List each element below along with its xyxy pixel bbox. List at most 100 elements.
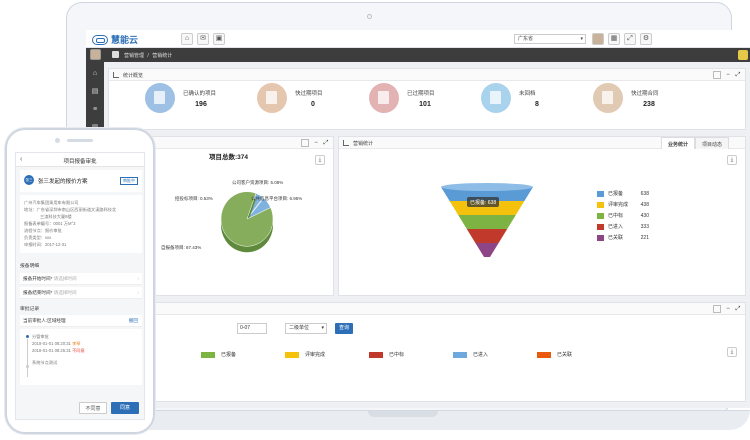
list-icon[interactable]: ≡ xyxy=(92,106,98,113)
project-card[interactable]: 张三 张三发起的报价方案 审批中 xyxy=(20,170,142,192)
legend-swatch xyxy=(537,351,551,358)
end-time-field[interactable]: 报备结束时间* 请选择时间 › xyxy=(20,287,142,299)
breadcrumb: 营销管理 / 营销统计 xyxy=(124,52,172,59)
nav-bar: 营销管理 / 营销统计 xyxy=(86,48,750,62)
user-avatar[interactable] xyxy=(592,33,604,45)
legend-swatch xyxy=(597,234,604,241)
stat-value: 196 xyxy=(195,101,207,108)
funnel-legend-item[interactable]: 已中标 430 xyxy=(597,212,649,219)
funnel-segment[interactable] xyxy=(458,215,516,229)
notification-icon[interactable]: ✉ xyxy=(197,33,209,45)
region-select[interactable]: 广东省 xyxy=(514,34,586,44)
trend-legend-item[interactable]: 已报备 xyxy=(201,351,236,358)
log-entry-1a: 2018-01-01 08:20:31 李琴 xyxy=(32,341,81,346)
stat-card[interactable]: 快过期项目 0 xyxy=(257,83,357,121)
document-icon[interactable]: ▤ xyxy=(91,88,99,95)
theme-icon[interactable] xyxy=(738,50,748,60)
funnel-segment[interactable] xyxy=(441,187,533,201)
pie-label-0: 公司客户资源项目: 5.08% xyxy=(232,179,283,186)
minimize-icon[interactable]: − xyxy=(726,306,730,312)
expand-icon[interactable]: ⤢ xyxy=(735,72,741,78)
minimize-icon[interactable]: − xyxy=(314,140,318,146)
legend-name: 已报备 xyxy=(608,191,624,197)
chevron-right-icon: › xyxy=(137,276,139,281)
stat-card[interactable]: 未回档 8 xyxy=(481,83,581,121)
collapse-checkbox[interactable] xyxy=(713,71,721,79)
start-time-field[interactable]: 报备开始时间* 请选择时间 › xyxy=(20,273,142,285)
start-time-placeholder: 请选择时间 xyxy=(53,276,77,281)
legend-value: 221 xyxy=(640,234,649,241)
minimize-icon[interactable]: − xyxy=(726,72,730,78)
overview-panel: 统计概览 − ⤢ 已确认的项目 196 快过期项目 0 已过期项目 101 未回档 8 快过期合… xyxy=(108,68,746,130)
overview-header: 统计概览 − ⤢ xyxy=(109,69,745,81)
expand-icon[interactable]: ⤢ xyxy=(323,140,329,146)
download-icon[interactable]: ⤓ xyxy=(727,347,737,357)
tooltip-box xyxy=(467,197,499,207)
funnel-legend-item[interactable]: 已报备 638 xyxy=(597,190,649,197)
process-node: 流程节点：报价审批 xyxy=(24,228,62,233)
tab-project-activity[interactable]: 项目动态 xyxy=(694,137,729,149)
back-icon[interactable]: ‹ xyxy=(20,156,23,163)
pie-slice[interactable] xyxy=(220,191,274,247)
stat-label: 未回档 xyxy=(519,91,536,97)
address-line-2: 三渣科技大厦8楼 xyxy=(40,214,72,219)
funnel-segment[interactable] xyxy=(466,229,508,243)
stat-icon xyxy=(257,83,287,113)
home-icon[interactable]: ⌂ xyxy=(181,33,193,45)
stat-value: 0 xyxy=(311,101,315,108)
app-screen: 慧能云 ⌂ ✉ ▣ 广东省 ▦ ⤢ ⚙ 营销管理 / 营销统计 ⌂ ▤ ≡ ▥ … xyxy=(86,30,750,408)
project-icon: 张三 xyxy=(24,175,34,185)
trend-panel: − ⤢ 0-07 二级单位 ▾ 查询 ⤓ 已报备 评审完成 已中标 已进入 已关联 xyxy=(108,302,746,402)
download-icon[interactable]: ⤓ xyxy=(315,155,325,165)
stat-value: 238 xyxy=(643,101,655,108)
reject-button[interactable]: 不同意 xyxy=(79,402,107,414)
legend-name: 已报备 xyxy=(221,352,237,358)
camera-dot xyxy=(367,14,372,19)
trend-header: − ⤢ xyxy=(109,303,745,315)
calculator-icon[interactable]: ▦ xyxy=(608,33,620,45)
avatar[interactable] xyxy=(90,49,101,60)
date-input[interactable]: 0-07 xyxy=(237,323,267,334)
project-details: 广州汽车集团乘用车有限公司 地址：广东省深圳市南山区西丽街道文溪路科技北 三渣科… xyxy=(20,195,142,253)
trend-legend-item[interactable]: 已关联 xyxy=(537,351,572,358)
settings-icon[interactable]: ⚙ xyxy=(640,33,652,45)
collapse-checkbox[interactable] xyxy=(713,305,721,313)
image-icon[interactable]: ▣ xyxy=(213,33,225,45)
funnel-segment[interactable] xyxy=(475,243,499,257)
folder-icon[interactable]: ▥ xyxy=(91,124,99,132)
pie-label-3: 自报备项目: 87.43% xyxy=(161,244,201,251)
revoke-link[interactable]: 撤回 xyxy=(128,318,138,323)
stat-value: 8 xyxy=(535,101,539,108)
trend-legend-item[interactable]: 评审完成 xyxy=(285,351,325,358)
unit-select[interactable]: 二级单位 ▾ xyxy=(285,323,327,334)
download-icon[interactable]: ⤓ xyxy=(727,155,737,165)
home-icon[interactable]: ⌂ xyxy=(92,70,98,77)
logo[interactable]: 慧能云 xyxy=(92,33,138,46)
fullscreen-icon[interactable]: ⤢ xyxy=(624,33,636,45)
expand-icon[interactable]: ⤢ xyxy=(735,306,741,312)
trend-legend-item[interactable]: 已进入 xyxy=(453,351,488,358)
breadcrumb-root[interactable]: 营销管理 xyxy=(124,53,145,59)
legend-name: 已中标 xyxy=(389,352,405,358)
stat-label: 快过期合同 xyxy=(631,91,659,97)
tab-business-stats[interactable]: 业务统计 xyxy=(660,137,695,149)
form-number: 报备表单编号：0001 万M°3 xyxy=(24,221,76,226)
query-button[interactable]: 查询 xyxy=(335,323,353,334)
legend-value: 438 xyxy=(640,201,649,208)
funnel-legend-item[interactable]: 评审完成 438 xyxy=(597,201,649,208)
stat-card[interactable]: 已过期项目 101 xyxy=(369,83,469,121)
company-name: 广州汽车集团乘用车有限公司 xyxy=(24,200,79,205)
stat-card[interactable]: 已确认的项目 196 xyxy=(145,83,245,121)
collapse-checkbox[interactable] xyxy=(301,139,309,147)
funnel-legend-item[interactable]: 已关联 221 xyxy=(597,234,649,241)
pie-label-1: 招投标项目: 0.53% xyxy=(175,195,213,202)
stat-card[interactable]: 快过期合同 238 xyxy=(593,83,693,121)
funnel-header: 营销统计 业务统计 项目动态 xyxy=(339,137,745,149)
trend-legend-item[interactable]: 已中标 xyxy=(369,351,404,358)
unit-select-value: 二级单位 xyxy=(289,325,310,331)
chart-icon xyxy=(343,140,349,146)
approve-button[interactable]: 同意 xyxy=(111,402,139,414)
approver-label: 当前审批人:区域经理 xyxy=(23,318,66,323)
pie-header: − ⤢ xyxy=(109,137,333,149)
funnel-legend-item[interactable]: 已进入 333 xyxy=(597,223,649,230)
